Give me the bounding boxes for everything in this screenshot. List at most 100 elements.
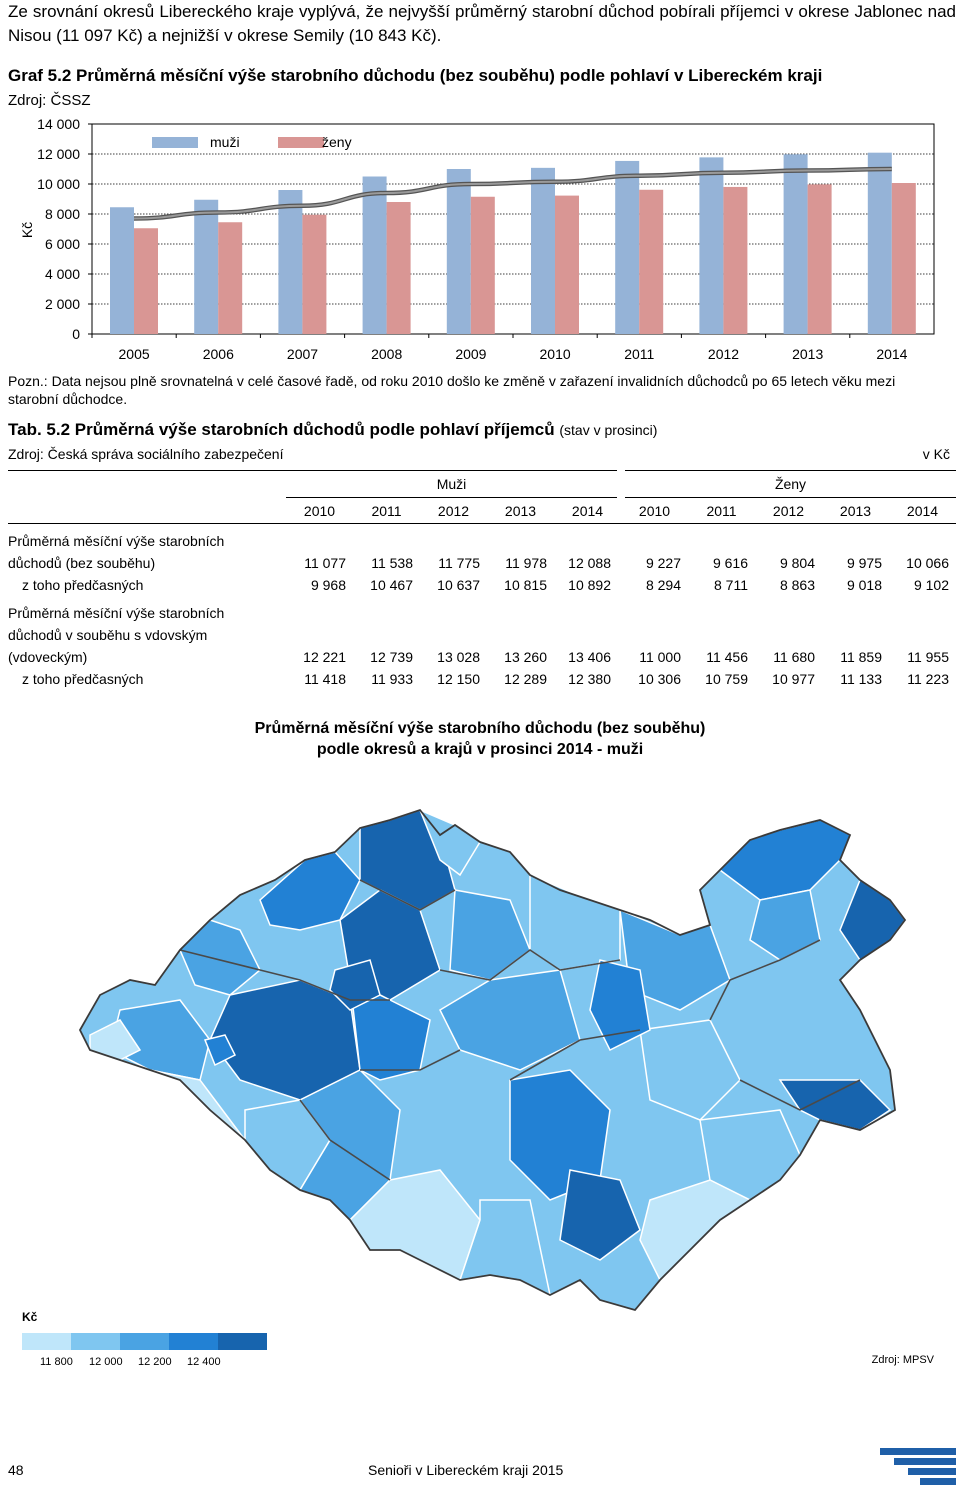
bar-zeny	[386, 202, 411, 334]
table-cell: 9 227	[645, 555, 681, 571]
table-cell: 11 223	[907, 671, 949, 687]
table-cell: 10 815	[504, 577, 547, 593]
table-row: z toho předčasných 11 418 11 933 12 150 12 2…	[8, 668, 956, 690]
legend-color-step	[218, 1333, 267, 1350]
year-header: 2010	[286, 497, 353, 524]
legend-tick-label: 12 200	[138, 1356, 172, 1368]
year-header: 2013	[822, 497, 889, 524]
bar-muzi	[783, 154, 808, 334]
chart-note: Pozn.: Data nejsou plně srovnatelná v ce…	[8, 373, 896, 407]
table-cell: 11 859	[840, 649, 882, 665]
district-area	[529, 873, 621, 971]
x-tick-label: 2007	[287, 346, 318, 362]
table-cell: 11 978	[505, 555, 547, 571]
year-header: 2013	[487, 497, 554, 524]
table-cell: 9 616	[712, 555, 748, 571]
table-title: Tab. 5.2 Průměrná výše starobních důchod…	[8, 420, 657, 440]
table-cell: 10 066	[906, 555, 949, 571]
y-tick-label: 2 000	[45, 296, 80, 312]
bar-chart: 0 2 000 4 000 6 000 8 000 10 000 12 000 14 000 K…	[19, 116, 935, 362]
region-border	[709, 939, 821, 1021]
year-header: 2010	[621, 497, 688, 524]
x-tick-label: 2011	[624, 346, 654, 362]
bar-muzi	[531, 167, 555, 334]
bar-zeny	[555, 195, 579, 334]
table-cell: 10 306	[638, 671, 681, 687]
y-tick-label: 14 000	[37, 116, 80, 132]
y-tick-label: 12 000	[37, 146, 80, 162]
table-cell: 13 028	[437, 649, 480, 665]
table-cell: 10 759	[705, 671, 748, 687]
row-label: z toho předčasných	[22, 671, 144, 687]
table-cell: 11 933	[371, 671, 413, 687]
region-border	[359, 879, 456, 911]
trend-line	[133, 168, 892, 220]
bar-muzi	[278, 190, 303, 334]
legend-color-step	[169, 1333, 218, 1350]
year-header: 2014	[889, 497, 956, 524]
table-cell: 8 711	[714, 577, 748, 593]
x-tick-label: 2005	[119, 346, 150, 362]
y-tick-label: 4 000	[45, 266, 80, 282]
district-area	[559, 1169, 641, 1261]
bar-muzi	[615, 160, 640, 334]
table-source: Zdroj: Česká správa sociálního zabezpeče…	[8, 446, 284, 462]
district-area	[203, 1034, 237, 1067]
data-table: Muži Ženy 2010 2011 2012 2013 2014 2010 2011 2012…	[8, 470, 956, 690]
publication-title: Senioři v Libereckém kraji 2015	[368, 1462, 564, 1478]
table-cell: 9 018	[846, 577, 882, 593]
table-cell: 10 467	[370, 577, 413, 593]
intro-paragraph: Ze srovnání okresů Libereckého kraje vyp…	[8, 2, 956, 45]
choropleth-map	[78, 808, 907, 1312]
region-border	[739, 1079, 861, 1111]
group-zeny: Ženy	[617, 470, 956, 498]
bar-zeny	[891, 183, 916, 334]
table-cell: 11 133	[840, 671, 882, 687]
table-title-main: Tab. 5.2 Průměrná výše starobních důchod…	[8, 420, 555, 439]
y-tick-label: 8 000	[45, 206, 80, 222]
bar-muzi	[867, 152, 892, 334]
y-tick-label: 6 000	[45, 236, 80, 252]
row-label: Průměrná měsíční výše starobních důchodů …	[8, 605, 225, 665]
bar-zeny	[807, 184, 832, 334]
table-cell: 8 294	[645, 577, 681, 593]
y-axis-label: Kč	[19, 222, 35, 238]
legend-label-zeny: ženy	[322, 134, 352, 150]
table-cell: 12 739	[370, 649, 413, 665]
table-cell: 12 150	[437, 671, 480, 687]
district-area	[418, 808, 482, 877]
x-tick-label: 2006	[203, 346, 234, 362]
district-area	[639, 1019, 741, 1121]
country-border	[78, 808, 907, 1312]
table-cell: 11 418	[304, 671, 346, 687]
legend-tick-label: 12 000	[89, 1356, 123, 1368]
table-cell: 9 804	[779, 555, 815, 571]
table-cell: 10 892	[568, 577, 611, 593]
table-cell: 12 088	[568, 555, 611, 571]
bar-muzi	[446, 169, 471, 334]
table-title-sub: (stav v prosinci)	[559, 422, 658, 438]
table-cell: 8 863	[779, 577, 815, 593]
table-cell: 13 406	[568, 649, 611, 665]
x-tick-label: 2010	[540, 346, 571, 362]
bar-zeny	[218, 222, 243, 334]
legend-swatch-muzi	[152, 137, 198, 148]
bar-zeny	[723, 186, 748, 334]
table-cell: 11 775	[438, 555, 480, 571]
table-cell: 13 260	[504, 649, 547, 665]
bar-zeny	[470, 196, 495, 334]
table-cell: 9 968	[310, 577, 346, 593]
y-tick-label: 10 000	[37, 176, 80, 192]
legend-label-muzi: muži	[210, 134, 240, 150]
table-cell: 11 000	[639, 649, 681, 665]
bar-muzi	[699, 157, 724, 334]
table-row: Průměrná měsíční výše starobních důchodů …	[8, 524, 956, 575]
legend-tick-label: 11 800	[40, 1356, 73, 1368]
table-cell: 11 680	[773, 649, 815, 665]
legend-color-step	[71, 1333, 120, 1350]
group-muzi: Muži	[286, 470, 621, 498]
legend-tick-label: 12 400	[187, 1356, 221, 1368]
year-header: 2011	[688, 497, 755, 524]
map-legend-scale	[22, 1333, 267, 1350]
table-cell: 12 380	[568, 671, 611, 687]
